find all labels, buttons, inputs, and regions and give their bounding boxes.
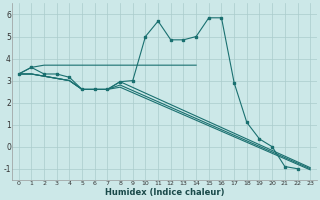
X-axis label: Humidex (Indice chaleur): Humidex (Indice chaleur) — [105, 188, 224, 197]
